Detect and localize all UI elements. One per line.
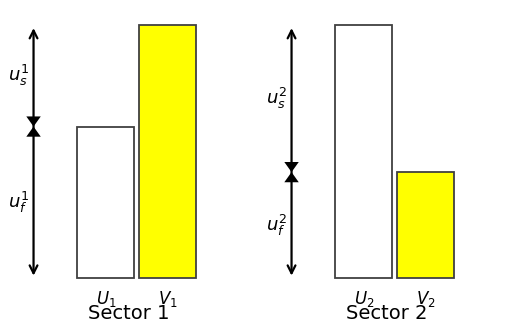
Text: Sector 2: Sector 2 [346, 304, 428, 323]
Bar [335, 25, 392, 278]
Text: $u_f^2$: $u_f^2$ [266, 213, 287, 238]
Text: $u_s^2$: $u_s^2$ [266, 86, 287, 111]
Text: $V_2$: $V_2$ [416, 289, 436, 308]
Text: Sector 1: Sector 1 [88, 304, 170, 323]
Text: $V_1$: $V_1$ [158, 289, 178, 308]
Text: $u_s^1$: $u_s^1$ [8, 64, 29, 88]
Bar [139, 25, 196, 278]
Bar [397, 172, 454, 278]
Polygon shape [26, 116, 41, 127]
Polygon shape [284, 172, 299, 182]
Polygon shape [284, 162, 299, 172]
Text: $U_1$: $U_1$ [95, 289, 116, 308]
Bar [77, 127, 134, 278]
Text: $u_f^1$: $u_f^1$ [8, 190, 29, 215]
Text: $U_2$: $U_2$ [353, 289, 374, 308]
Polygon shape [26, 127, 41, 137]
